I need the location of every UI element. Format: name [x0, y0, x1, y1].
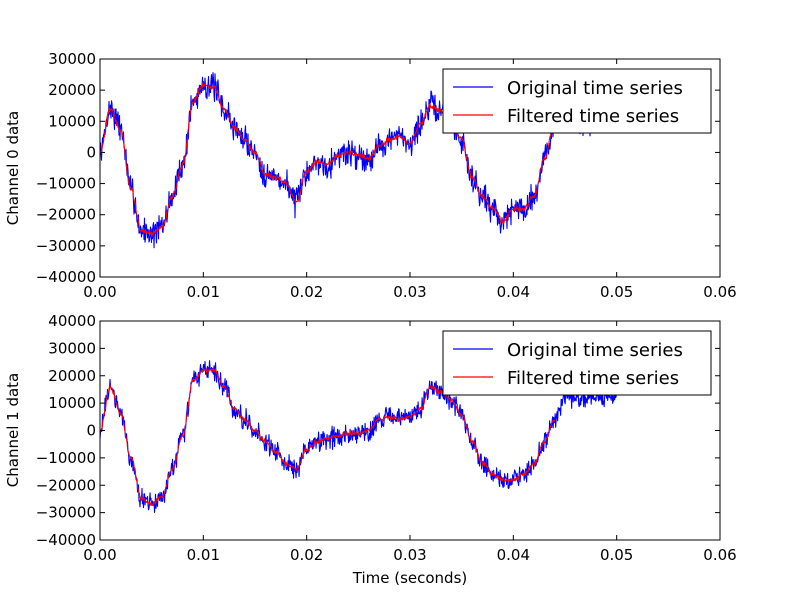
y-tick-label: 20000	[48, 81, 96, 99]
series-line-filtered	[100, 367, 556, 507]
y-tick-label: −20000	[36, 476, 96, 494]
series-line-filtered	[100, 82, 556, 237]
y-tick-label: 10000	[48, 394, 96, 412]
x-tick-label: 0.02	[290, 283, 323, 301]
x-tick-label: 0.04	[497, 546, 530, 564]
channel-1-legend-box	[442, 330, 712, 396]
x-tick-label: 0.02	[290, 546, 323, 564]
x-tick-label: 0.05	[600, 283, 633, 301]
channel-0-y-axis-label: Channel 0 data	[4, 111, 22, 225]
channel-0-series-layer	[100, 72, 597, 249]
y-tick-label: 0	[86, 143, 96, 161]
x-tick-label: 0.00	[83, 546, 116, 564]
y-tick-label: −30000	[36, 237, 96, 255]
channel-1-x-ticks: 0.00 0.01 0.02 0.03 0.04 0.05 0.06	[83, 321, 737, 564]
x-tick-label: 0.06	[703, 283, 736, 301]
channel-1-legend-original-label: Original time series	[507, 340, 683, 361]
y-tick-label: 30000	[48, 339, 96, 357]
channel-0-plot: 0.00 0.01 0.02 0.03 0.04 0.05 0.06 −40000 −3000…	[4, 50, 737, 301]
channel-1-y-ticks: −40000 −30000 −20000 −10000 0 10000 20000 30000…	[36, 312, 720, 549]
channel-0-y-ticks: −40000 −30000 −20000 −10000 0 10000 20000 30000	[36, 50, 720, 286]
x-tick-label: 0.01	[187, 546, 220, 564]
channel-1-x-axis-label: Time (seconds)	[352, 569, 468, 587]
channel-0-legend-box	[442, 68, 712, 134]
channel-0-legend: Original time series Filtered time serie…	[442, 68, 712, 134]
channel-0-x-ticks: 0.00 0.01 0.02 0.03 0.04 0.05 0.06	[83, 59, 737, 301]
y-tick-label: 10000	[48, 112, 96, 130]
channel-1-legend-filtered-label: Filtered time series	[507, 368, 679, 389]
x-tick-label: 0.06	[703, 546, 736, 564]
y-tick-label: −20000	[36, 206, 96, 224]
y-tick-label: 20000	[48, 367, 96, 385]
y-tick-label: −40000	[36, 531, 96, 549]
channel-1-plot: 0.00 0.01 0.02 0.03 0.04 0.05 0.06 −40000 −3000…	[4, 312, 737, 587]
x-tick-label: 0.04	[497, 283, 530, 301]
y-tick-label: 30000	[48, 50, 96, 68]
x-tick-label: 0.01	[187, 283, 220, 301]
y-tick-label: −10000	[36, 175, 96, 193]
channel-0-legend-filtered-label: Filtered time series	[507, 106, 679, 127]
x-tick-label: 0.03	[393, 546, 426, 564]
channel-1-legend: Original time series Filtered time serie…	[442, 330, 712, 396]
x-tick-label: 0.03	[393, 283, 426, 301]
channel-1-series-layer	[100, 360, 618, 514]
x-tick-label: 0.05	[600, 546, 633, 564]
y-tick-label: 40000	[48, 312, 96, 330]
y-tick-label: −10000	[36, 449, 96, 467]
x-tick-label: 0.00	[83, 283, 116, 301]
channel-0-legend-original-label: Original time series	[507, 78, 683, 99]
y-tick-label: −30000	[36, 504, 96, 522]
y-tick-label: 0	[86, 422, 96, 440]
y-tick-label: −40000	[36, 268, 96, 286]
channel-1-y-axis-label: Channel 1 data	[4, 373, 22, 487]
